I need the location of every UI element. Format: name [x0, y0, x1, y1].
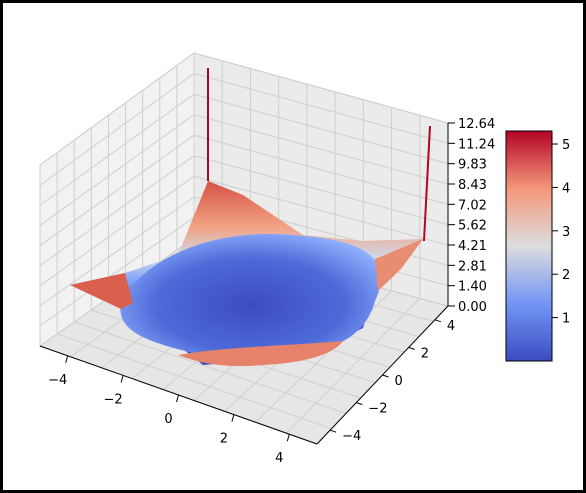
surface — [70, 181, 423, 367]
z-tick-label: 9.83 — [458, 158, 487, 173]
colorbar-tick-label: 3 — [562, 225, 570, 240]
gridline — [39, 114, 449, 226]
colorbar-tick-label: 4 — [562, 181, 570, 196]
y-axis-ticks: 4 2 0 −2 −4 — [329, 319, 455, 444]
spike-right — [423, 125, 431, 242]
gridline — [285, 298, 421, 434]
gridline — [39, 93, 449, 206]
z-tick-label: 4.21 — [458, 239, 487, 254]
figure-canvas: 12.64 11.24 9.83 8.43 7.02 5.62 4.21 2.81 1.40 0.… — [3, 3, 583, 490]
z-tick-label: 5.62 — [458, 219, 487, 234]
colorbar-tick-label: 5 — [562, 138, 570, 153]
y-tick-label: 4 — [447, 319, 455, 334]
y-tick-label: 2 — [421, 346, 429, 361]
z-axis-ticks: 12.64 11.24 9.83 8.43 7.02 5.62 4.21 2.81 1.40 0.… — [448, 117, 495, 315]
surface-plot-svg: 12.64 11.24 9.83 8.43 7.02 5.62 4.21 2.81 1.40 0.… — [38, 52, 570, 466]
y-tick-mark — [356, 402, 363, 406]
colorbar: 5 4 3 2 1 — [505, 130, 570, 362]
colorbar-tick-label: 1 — [562, 312, 570, 327]
gridline — [39, 52, 449, 166]
colorbar-gradient — [505, 130, 553, 362]
x-tick-label: 4 — [275, 451, 283, 466]
surface-left-flank — [70, 273, 133, 309]
x-tick-label: −2 — [104, 392, 123, 407]
gridline — [74, 321, 347, 414]
x-tick-mark — [120, 375, 124, 383]
z-tick-label: 1.40 — [458, 280, 487, 295]
spikes — [207, 68, 431, 242]
x-tick-mark — [176, 394, 179, 403]
y-tick-mark — [382, 374, 389, 378]
z-tick-label: 8.43 — [458, 178, 487, 193]
y-tick-mark — [329, 429, 337, 433]
surface-bowl — [120, 233, 382, 364]
z-tick-label: 0.00 — [458, 300, 487, 315]
gridline — [39, 134, 449, 246]
surface-front-lip — [178, 341, 343, 367]
y-tick-mark — [434, 319, 442, 323]
y-tick-label: −2 — [368, 402, 387, 417]
x-tick-label: 2 — [220, 432, 228, 447]
z-tick-label: 7.02 — [458, 198, 487, 213]
x-tick-label: 0 — [164, 412, 172, 427]
x-tick-mark — [65, 355, 69, 363]
gridline — [39, 155, 449, 266]
gridline — [39, 175, 449, 287]
z-tick-label: 2.81 — [458, 259, 487, 274]
surface-right-flank — [375, 239, 423, 291]
gridline — [56, 333, 332, 430]
colorbar-ticks: 5 4 3 2 1 — [552, 138, 570, 327]
colorbar-tick-label: 2 — [562, 268, 570, 283]
y-tick-label: −4 — [342, 429, 361, 444]
z-tick-label: 12.64 — [458, 117, 495, 132]
y-tick-mark — [408, 346, 415, 350]
x-tick-mark — [286, 434, 290, 442]
y-tick-label: 0 — [395, 374, 403, 389]
gridline — [39, 73, 449, 186]
x-tick-mark — [231, 414, 235, 422]
x-axis-ticks: −4 −2 0 2 4 — [48, 355, 290, 466]
z-tick-label: 11.24 — [458, 137, 495, 152]
x-tick-label: −4 — [48, 373, 67, 388]
